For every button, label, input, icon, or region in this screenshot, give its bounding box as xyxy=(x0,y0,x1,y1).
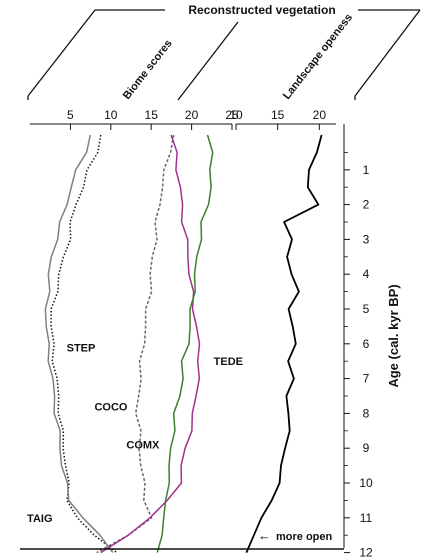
series-line-taig xyxy=(44,134,114,554)
more-open-label: more open xyxy=(276,531,333,543)
openess-series xyxy=(245,134,323,553)
age-tick-label: 4 xyxy=(363,267,370,281)
openess-x-ticks: 10 15 20 xyxy=(229,108,326,130)
age-tick-label: 10 xyxy=(359,476,373,490)
series-label-coco: COCO xyxy=(94,401,127,413)
age-tick-label: 1 xyxy=(363,163,370,177)
series-label-step: STEP xyxy=(67,342,96,354)
biome-x-ticks: 5 10 15 20 25 xyxy=(67,108,239,130)
x-tick-label: 10 xyxy=(229,108,243,122)
age-tick-label: 3 xyxy=(363,232,370,246)
left-arrow-icon: ← xyxy=(258,528,271,543)
header-diagonal-middle xyxy=(177,21,239,101)
x-tick-label: 5 xyxy=(67,108,74,122)
x-tick-label: 15 xyxy=(145,108,159,122)
age-axis-label: Age (cal. kyr BP) xyxy=(386,284,401,387)
series-line-coco xyxy=(96,134,175,554)
series-line-comx xyxy=(156,134,214,553)
series-label-comx: COMX xyxy=(126,440,160,452)
series-label-tede: TEDE xyxy=(214,356,243,368)
series-label-taig: TAIG xyxy=(27,513,52,525)
biome-scores-panel: 5 10 15 20 25 STEP TAIG COCO TEDE COMX xyxy=(27,108,243,554)
panel-title-biome-scores: Biome scores xyxy=(121,38,175,102)
age-tick-label: 11 xyxy=(360,511,373,525)
x-tick-label: 20 xyxy=(185,108,199,122)
series-line-landscape-openess xyxy=(245,134,323,553)
age-tick-label: 12 xyxy=(359,546,373,559)
x-tick-label: 25 xyxy=(225,108,239,122)
header-title: Reconstructed vegetation xyxy=(188,3,335,17)
header-banner: Reconstructed vegetation Biome scores La… xyxy=(27,3,421,102)
x-tick-label: 10 xyxy=(104,108,118,122)
age-tick-label: 2 xyxy=(363,198,370,212)
series-line-step xyxy=(50,134,118,554)
age-tick-label: 8 xyxy=(363,406,370,420)
age-tick-label: 5 xyxy=(363,302,370,316)
biome-series-labels: STEP TAIG COCO TEDE COMX xyxy=(27,342,243,525)
header-diagonal-right xyxy=(354,9,421,97)
series-line-tede xyxy=(100,134,201,554)
panel-title-landscape-openess: Landscape openess xyxy=(281,12,355,102)
x-tick-label: 20 xyxy=(313,108,327,122)
age-tick-label: 7 xyxy=(363,372,370,386)
header-diagonal-left xyxy=(27,9,96,97)
age-tick-label: 6 xyxy=(363,337,370,351)
more-open-annotation: ← more open xyxy=(258,528,333,543)
x-tick-label: 15 xyxy=(271,108,285,122)
landscape-openess-panel: 10 15 20 xyxy=(229,108,336,553)
biome-series xyxy=(44,134,214,554)
age-tick-label: 9 xyxy=(363,441,370,455)
